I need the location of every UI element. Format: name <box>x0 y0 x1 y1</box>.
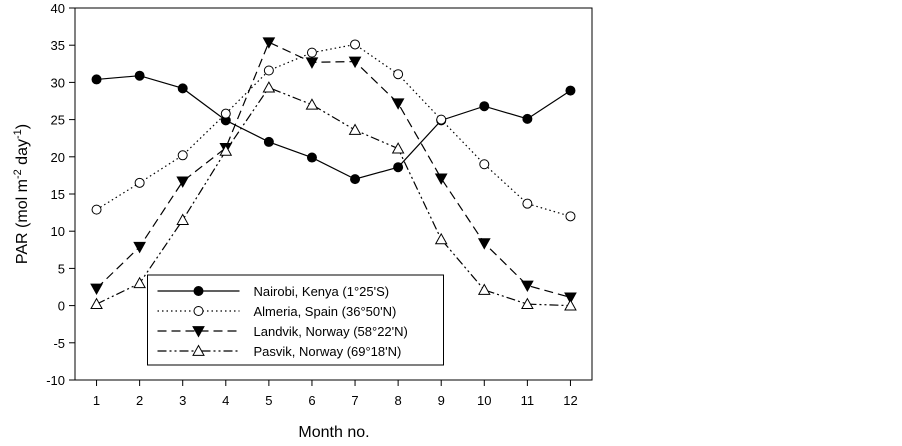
series-line <box>96 43 571 217</box>
x-tick-label: 4 <box>222 393 229 408</box>
x-tick-label: 3 <box>179 393 186 408</box>
data-point <box>477 283 491 295</box>
x-tick-label: 9 <box>438 393 445 408</box>
y-axis-label-superscript: -2 <box>12 169 24 179</box>
y-tick-label: 40 <box>51 1 65 16</box>
data-point <box>348 56 362 69</box>
x-tick-label: 5 <box>265 393 272 408</box>
x-tick-label: 11 <box>521 393 535 408</box>
data-point <box>521 297 534 310</box>
y-axis-label-part: day <box>14 139 31 169</box>
data-point <box>177 150 188 161</box>
series-line <box>96 86 571 307</box>
data-point <box>133 276 146 289</box>
data-point <box>219 144 233 156</box>
data-point <box>434 173 448 185</box>
data-point <box>133 241 146 254</box>
data-point <box>262 81 276 93</box>
data-point <box>263 65 274 76</box>
legend-marker <box>192 326 205 338</box>
data-point <box>350 39 361 50</box>
y-tick-label: 10 <box>51 224 65 239</box>
data-point <box>134 70 145 81</box>
y-axis-label-part: PAR (mol m <box>14 179 31 264</box>
x-tick-label: 1 <box>93 393 100 408</box>
data-point <box>522 198 533 209</box>
y-tick-label: 20 <box>51 150 65 165</box>
data-point <box>477 238 491 250</box>
legend-marker <box>193 306 204 316</box>
data-point <box>521 280 534 293</box>
data-point <box>134 177 145 188</box>
series-line <box>96 75 571 180</box>
y-tick-label: -5 <box>53 336 65 351</box>
data-point <box>348 123 362 135</box>
data-point <box>177 83 188 94</box>
x-axis-label: Month no. <box>298 424 369 441</box>
data-point <box>90 297 103 310</box>
y-axis-label-superscript: -1 <box>12 129 24 139</box>
data-point <box>479 159 490 170</box>
legend-label: Nairobi, Kenya (1°25'S) <box>254 284 390 299</box>
data-point <box>434 232 448 245</box>
data-point <box>306 152 317 163</box>
data-point <box>391 98 405 110</box>
data-point <box>220 108 231 119</box>
data-point <box>436 114 447 125</box>
x-tick-label: 12 <box>563 393 577 408</box>
y-tick-label: 30 <box>51 75 65 90</box>
x-tick-label: 10 <box>477 393 491 408</box>
data-point <box>565 211 576 222</box>
data-point <box>350 174 361 185</box>
data-point <box>391 142 405 154</box>
data-point <box>393 69 404 80</box>
data-point <box>176 213 190 225</box>
data-point <box>522 113 533 124</box>
legend-marker <box>192 344 205 356</box>
y-tick-label: 0 <box>58 299 65 314</box>
legend-label: Almeria, Spain (36°50'N) <box>254 304 397 319</box>
data-point <box>306 47 317 58</box>
data-point <box>91 204 102 215</box>
legend-label: Landvik, Norway (58°22'N) <box>254 324 408 339</box>
y-axis-label-part: ) <box>14 124 31 129</box>
y-tick-label: -10 <box>46 373 65 388</box>
y-tick-label: 15 <box>51 187 65 202</box>
data-point <box>262 37 276 49</box>
y-tick-label: 35 <box>51 38 65 53</box>
data-point <box>305 98 319 110</box>
y-axis-label: PAR (mol m-2 day-1) <box>12 124 31 264</box>
data-point <box>393 162 404 173</box>
y-tick-label: 5 <box>58 261 65 276</box>
data-point <box>263 136 274 147</box>
data-point <box>565 85 576 96</box>
data-point <box>305 57 319 69</box>
legend-label: Pasvik, Norway (69°18'N) <box>254 344 402 359</box>
data-point <box>564 292 577 304</box>
series-line <box>96 41 571 298</box>
data-point <box>176 176 190 188</box>
legend-marker <box>193 286 204 296</box>
data-point <box>90 283 103 296</box>
y-tick-label: 25 <box>51 113 65 128</box>
x-tick-label: 7 <box>351 393 358 408</box>
data-point <box>479 101 490 112</box>
x-tick-label: 2 <box>136 393 143 408</box>
data-point <box>91 74 102 85</box>
x-tick-label: 8 <box>395 393 402 408</box>
data-point <box>564 299 577 311</box>
x-tick-label: 6 <box>308 393 315 408</box>
